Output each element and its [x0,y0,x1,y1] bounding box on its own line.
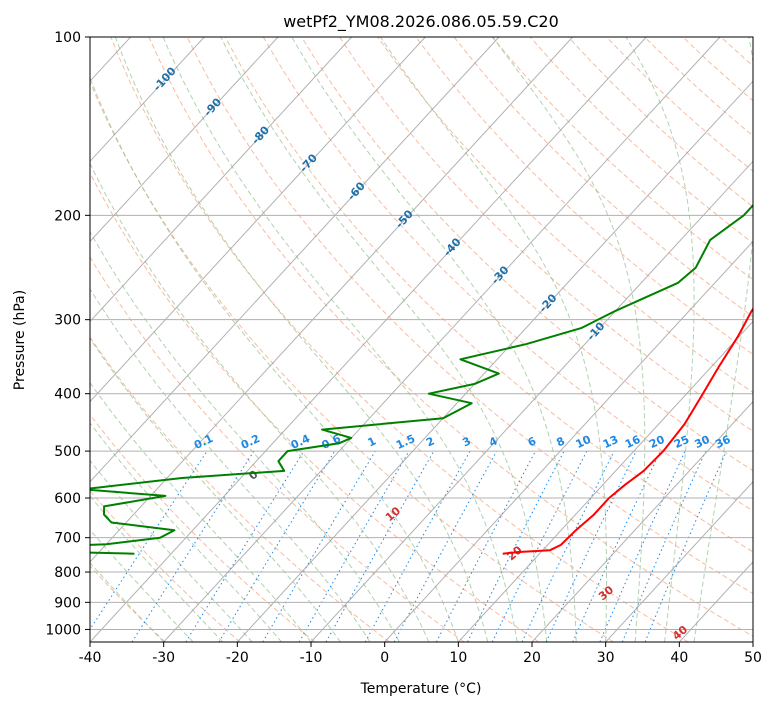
dry-adiabat [186,37,753,595]
isotherm [384,240,753,642]
isotherm [90,37,352,323]
profile-lines [90,203,753,555]
plot-frame [89,36,754,643]
mixing-ratio-line [90,450,208,631]
x-tick-label: -10 [300,650,323,666]
moist-adiabat [492,37,646,642]
mixing-ratio-label: 30 [693,433,713,451]
mixing-ratio-line [545,450,637,642]
x-tick-label: -40 [79,650,102,666]
dry-adiabat [90,256,465,642]
moist-adiabat [90,561,165,642]
dry-adiabat [90,336,390,642]
dry-adiabat [90,80,614,642]
x-tick-label: 10 [449,650,467,666]
moist-adiabat [90,459,253,642]
moist-adiabat [90,495,223,642]
x-tick-label: 0 [380,650,389,666]
moist-adiabat [90,337,341,642]
moist-adiabat [291,37,577,642]
moist-adiabat [90,230,400,642]
y-tick-label: 700 [54,531,81,547]
x-tick-label: -20 [226,650,249,666]
moist-adiabat [90,287,371,642]
isotherm [90,37,647,642]
moist-adiabat [162,37,518,642]
dry-adiabat [377,37,753,394]
y-tick-label: 900 [54,595,81,611]
dry-adiabat [110,37,689,642]
x-tick-label: 40 [670,650,688,666]
x-tick-label: -30 [152,650,175,666]
x-tick-label: 20 [523,650,541,666]
y-axis: 100 200 300 400 500 600 700 800 900 1000 [45,30,90,638]
y-tick-label: 300 [54,313,81,329]
isotherm [90,37,573,563]
dry-adiabat [90,171,540,642]
dry-adiabat [90,413,316,642]
y-tick-label: 1000 [45,622,81,638]
isotherm [90,37,500,483]
isotherm [605,481,753,642]
mixing-ratio-line [131,450,255,642]
mixing-ratio-line [572,450,661,642]
mixing-ratio-label: 10 [574,433,594,451]
grid-lines [90,37,753,642]
x-axis-title: Temperature (°C) [360,681,482,697]
isotherm [90,37,205,163]
dry-adiabat [90,565,166,642]
y-axis-title: Pressure (hPa) [12,290,28,390]
temperature-profile [502,307,753,555]
mixing-ratio-line [298,450,410,642]
moist-adiabat [90,162,430,642]
moist-adiabat [90,76,459,642]
mixing-ratio-line [262,450,376,642]
y-tick-label: 800 [54,565,81,581]
moist-adiabat [625,37,695,642]
y-tick-label: 100 [54,30,81,46]
isotherm [90,37,426,403]
y-tick-label: 500 [54,444,81,460]
x-tick-label: 50 [744,650,762,666]
y-tick-label: 600 [54,491,81,507]
chart-title: wetPf2_YM08.2026.086.05.59.C20 [283,12,559,32]
mixing-ratio-line [521,450,615,642]
isotherm [236,80,753,642]
mixing-ratio-line [218,450,336,642]
dry-adiabat [301,37,753,472]
isotherm [90,37,279,243]
mixing-ratio-label: 25 [672,433,691,451]
isotherm [163,37,721,642]
mixing-ratio-label: 13 [601,433,620,451]
mixing-ratio-line [185,450,305,642]
isotherm [531,400,753,642]
x-tick-label: 30 [597,650,615,666]
dry-adiabat [262,37,753,512]
y-tick-label: 400 [54,387,81,403]
mixing-ratio-label: 20 [647,433,667,451]
x-axis: -40 -30 -20 -10 0 10 20 30 40 50 [79,642,762,666]
background-lines [90,37,753,642]
dry-adiabat [415,37,753,355]
moist-adiabat [90,529,194,642]
moist-adiabat [380,37,607,642]
mixing-ratio-label: 36 [713,433,733,451]
dry-adiabat [224,37,753,553]
mixing-ratio-line [393,450,498,642]
moist-adiabat [693,37,753,642]
isotherm [310,160,753,642]
dewpoint-profile [90,203,753,555]
moist-adiabat [114,37,489,642]
mixing-ratio-label: 16 [623,433,643,451]
y-tick-label: 200 [54,208,81,224]
